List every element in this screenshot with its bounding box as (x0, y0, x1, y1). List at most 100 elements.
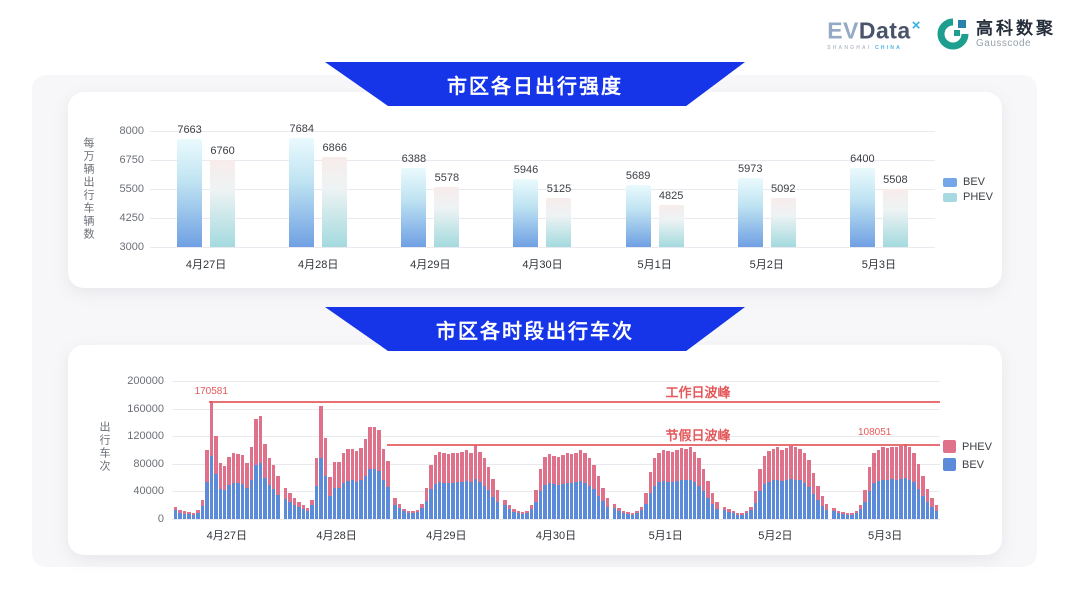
bev-segment (639, 510, 644, 519)
hour-bar (178, 381, 182, 519)
phev-segment (605, 498, 610, 508)
bev-segment (258, 463, 263, 519)
bev-segment (297, 506, 301, 519)
gridline (150, 160, 935, 161)
hour-bar (722, 381, 727, 519)
day-group (391, 381, 501, 519)
hour-bar (876, 381, 881, 519)
hour-bar (310, 381, 314, 519)
bev-segment (393, 504, 397, 519)
hour-bar (807, 381, 811, 519)
bev-segment (368, 469, 372, 519)
bev-segment (512, 512, 516, 519)
phev-segment (368, 426, 372, 470)
bev-segment (605, 507, 610, 519)
phev-segment (592, 465, 596, 490)
phev-segment (679, 447, 684, 480)
bev-segment (569, 483, 574, 519)
hour-bar (836, 381, 841, 519)
x-axis-day-label: 5月1日 (637, 259, 672, 271)
hour-bar (727, 381, 731, 519)
hour-bar (292, 381, 297, 519)
bev-segment (706, 498, 710, 519)
phev-segment (894, 447, 899, 480)
hour-bar (912, 381, 916, 519)
phev-segment (267, 457, 271, 486)
phev-segment (288, 493, 292, 502)
bev-segment (534, 502, 538, 519)
bev-segment (930, 507, 934, 519)
bev-segment (196, 512, 200, 519)
hour-bar (890, 381, 894, 519)
phev-segment (771, 448, 776, 481)
workday-peak-label: 工作日波峰 (665, 385, 731, 401)
hourly-trips-chart: 200000 160000 120000 80000 40000 0 出行车次 4月27日 4月… (68, 345, 1002, 555)
bev-segment (758, 491, 762, 519)
hour-bar (516, 381, 520, 519)
hour-bar (424, 381, 429, 519)
hour-bar (451, 381, 455, 519)
bev-segment (205, 481, 209, 519)
hour-bar (464, 381, 469, 519)
phev-segment (301, 505, 305, 509)
bev-segment (635, 513, 639, 519)
hour-bar (359, 381, 363, 519)
phev-segment (561, 454, 565, 484)
y-tick-label: 40000 (133, 485, 164, 498)
phev-segment (341, 452, 346, 484)
phev-value-label: 5092 (771, 183, 796, 196)
phev-segment (872, 453, 876, 484)
hour-bar (881, 381, 885, 519)
y-tick-label: 200000 (127, 375, 164, 387)
bev-segment (740, 514, 744, 519)
bev-bar: 5689 (625, 170, 651, 247)
gridline (150, 218, 935, 219)
phev-segment (776, 447, 780, 480)
phev-segment (433, 454, 437, 484)
bev-segment (271, 489, 276, 519)
hour-bar (350, 381, 354, 519)
bev-segment (245, 487, 249, 519)
bev-segment (630, 514, 635, 519)
hour-bar (402, 381, 406, 519)
bev-segment (174, 510, 178, 519)
phev-bar: 4825 (658, 190, 684, 247)
hour-bar (710, 381, 715, 519)
hour-bar (565, 381, 569, 519)
phev-segment (377, 430, 381, 471)
hour-bar (205, 381, 209, 519)
hour-bar (749, 381, 753, 519)
hour-bar (644, 381, 648, 519)
bev-segment (263, 478, 267, 519)
phev-segment (236, 453, 240, 484)
phev-segment (314, 458, 319, 486)
phev-segment (697, 458, 701, 486)
bev-segment (415, 512, 420, 519)
hour-bar (187, 381, 191, 519)
phev-segment (762, 455, 767, 484)
hour-bar (648, 381, 652, 519)
phev-segment (601, 487, 605, 502)
holiday-peak-label: 节假日波峰 (665, 428, 731, 444)
hour-bar (626, 381, 630, 519)
bev-segment (482, 485, 486, 519)
bev-segment (187, 514, 191, 519)
hour-bar (762, 381, 767, 519)
phev-segment (174, 506, 178, 511)
bev-segment (881, 479, 885, 519)
hour-bar (908, 381, 912, 519)
bev-segment (802, 483, 807, 519)
hour-bar (495, 381, 500, 519)
bev-segment (767, 481, 771, 519)
bev-segment (908, 479, 912, 519)
phev-segment (925, 488, 930, 502)
bev-segment (793, 479, 798, 519)
gridline (172, 436, 940, 438)
phev-segment (780, 450, 784, 482)
phev-segment (276, 476, 280, 495)
hour-bar (740, 381, 744, 519)
bev-segment (836, 513, 841, 519)
gausscode-latin: Gausscode (976, 38, 1032, 50)
bev-segment (178, 512, 182, 519)
phev-segment (639, 506, 644, 511)
